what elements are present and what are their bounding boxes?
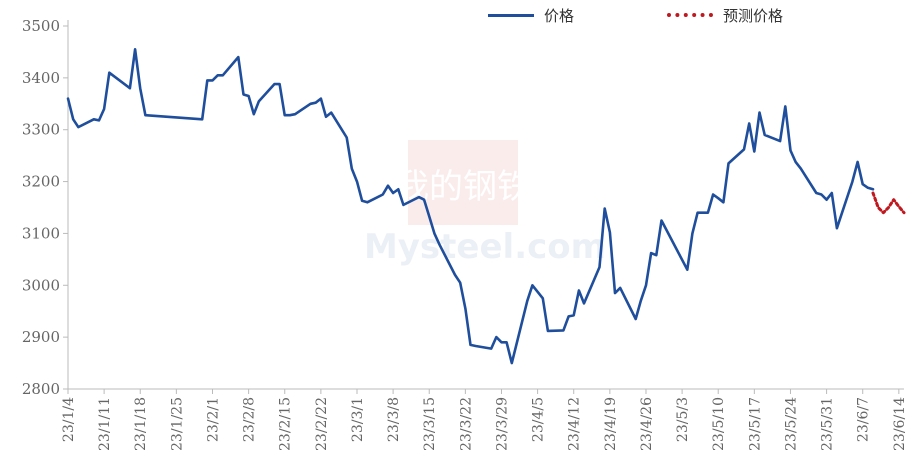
x-tick-label: 23/3/22 xyxy=(458,397,474,451)
x-tick-label: 23/3/15 xyxy=(422,397,438,451)
axes-group xyxy=(67,20,904,390)
x-tick-label: 23/2/1 xyxy=(205,397,221,442)
series-group xyxy=(66,47,906,365)
x-tick-label: 23/5/17 xyxy=(747,397,763,451)
x-tick-label: 23/1/18 xyxy=(133,397,149,451)
watermark-brand-cn: 我的钢铁 xyxy=(395,167,531,207)
legend-label-forecast: 预测价格 xyxy=(723,6,784,25)
x-tick-label: 23/1/4 xyxy=(61,397,77,442)
x-tick-label: 23/6/14 xyxy=(892,397,907,451)
legend-swatch-forecast xyxy=(667,13,713,17)
price-line xyxy=(66,47,875,365)
legend-swatch-price xyxy=(488,13,534,17)
y-tick-label: 2800 xyxy=(22,380,60,398)
y-tick-label: 3500 xyxy=(22,17,60,35)
y-tick-label: 3200 xyxy=(22,173,60,191)
y-axis: 2800 2900 3000 3100 3200 3300 3400 3500 xyxy=(22,17,68,398)
x-tick-label: 23/5/10 xyxy=(711,397,727,451)
x-tick-label: 23/1/11 xyxy=(97,397,113,451)
legend-item-price: 价格 xyxy=(488,0,574,30)
y-tick-label: 3300 xyxy=(22,121,60,139)
x-tick-label: 23/3/1 xyxy=(350,397,366,442)
x-axis: 23/1/4 23/1/11 23/1/18 23/1/25 23/2/1 23/2/8 2… xyxy=(61,389,907,451)
x-tick-label: 23/2/15 xyxy=(278,397,294,451)
forecast-price-line xyxy=(871,191,906,215)
y-tick-label: 2900 xyxy=(22,328,60,346)
x-tick-label: 23/4/26 xyxy=(639,397,655,451)
x-tick-label: 23/2/8 xyxy=(242,397,258,442)
watermark-brand-en: Mysteel.com xyxy=(364,227,606,267)
x-tick-label: 23/2/22 xyxy=(314,397,330,451)
y-tick-label: 3400 xyxy=(22,69,60,87)
x-tick-label: 23/4/19 xyxy=(603,397,619,451)
x-tick-label: 23/6/7 xyxy=(856,397,872,442)
legend-item-forecast: 预测价格 xyxy=(667,0,783,30)
x-tick-label: 23/5/24 xyxy=(783,397,799,451)
x-tick-label: 23/5/31 xyxy=(820,397,836,451)
x-tick-label: 23/4/12 xyxy=(567,397,583,451)
mysteel-watermark: 我的钢铁 Mysteel.com xyxy=(364,140,606,267)
x-tick-label: 23/1/25 xyxy=(169,397,185,451)
x-tick-label: 23/5/3 xyxy=(675,397,691,442)
x-tick-label: 23/3/29 xyxy=(494,397,510,451)
x-tick-label: 23/3/8 xyxy=(386,397,402,442)
x-tick-label: 23/4/5 xyxy=(531,397,547,442)
y-tick-label: 3000 xyxy=(22,276,60,294)
y-tick-label: 3100 xyxy=(22,224,60,242)
legend-label-price: 价格 xyxy=(544,6,575,25)
